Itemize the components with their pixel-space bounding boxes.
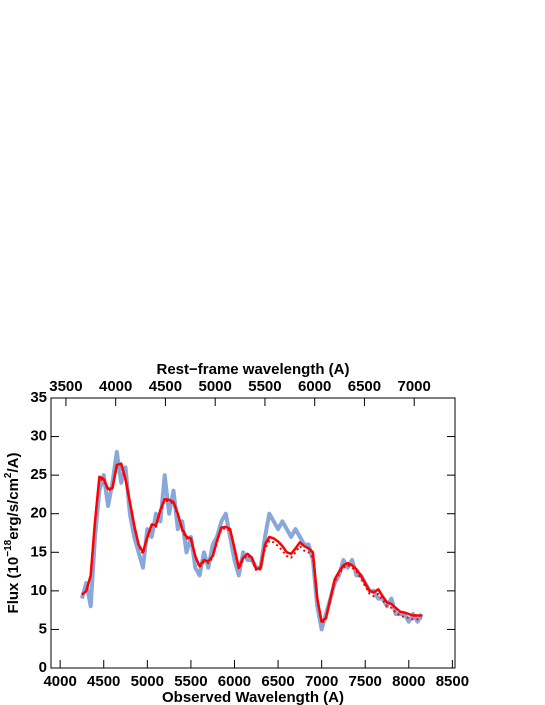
top-tick-label: 4500 — [149, 378, 182, 395]
x-tick-label: 8000 — [392, 673, 425, 690]
y-tick-label: 35 — [30, 389, 47, 406]
y-tick-label: 25 — [30, 466, 47, 483]
top-tick-label: 3500 — [49, 378, 82, 395]
top-tick-label: 4000 — [99, 378, 132, 395]
x-tick-label: 4500 — [87, 673, 120, 690]
x-tick-label: 5500 — [174, 673, 207, 690]
spectrum-line — [79, 450, 424, 632]
top-tick-label: 5000 — [198, 378, 231, 395]
top-tick-label: 6500 — [348, 378, 381, 395]
y-tick-label: 15 — [30, 543, 47, 560]
x-tick-label: 4000 — [43, 673, 76, 690]
x-axis-title: Observed Wavelength (A) — [162, 689, 344, 705]
y-tick-label: 20 — [30, 505, 47, 522]
y-axis-title: Flux (10−18erg/s/cm2/A) — [3, 453, 22, 614]
y-title-part: erg/s/cm — [5, 478, 22, 540]
top-axis-title: Rest−frame wavelength (A) — [157, 361, 350, 378]
y-title-sup: 2 — [3, 472, 14, 478]
spectrum-line — [81, 464, 423, 625]
top-tick-label: 7000 — [398, 378, 431, 395]
x-tick-label: 8500 — [436, 673, 469, 690]
x-tick-label: 7000 — [305, 673, 338, 690]
plot-frame — [50, 397, 456, 669]
x-tick-label: 6500 — [261, 673, 294, 690]
y-tick-label: 0 — [39, 659, 47, 676]
y-title-part: /A) — [5, 453, 22, 473]
y-title-part: Flux (10 — [5, 557, 22, 614]
x-tick-label: 6000 — [218, 673, 251, 690]
y-tick-label: 10 — [30, 582, 47, 599]
y-title-sup: −18 — [3, 539, 14, 556]
x-tick-label: 5000 — [131, 673, 164, 690]
y-tick-label: 30 — [30, 428, 47, 445]
x-tick-label: 7500 — [349, 673, 382, 690]
y-tick-label: 5 — [39, 620, 47, 637]
top-tick-label: 6000 — [298, 378, 331, 395]
spectrum-line — [81, 462, 422, 623]
top-tick-label: 5500 — [248, 378, 281, 395]
